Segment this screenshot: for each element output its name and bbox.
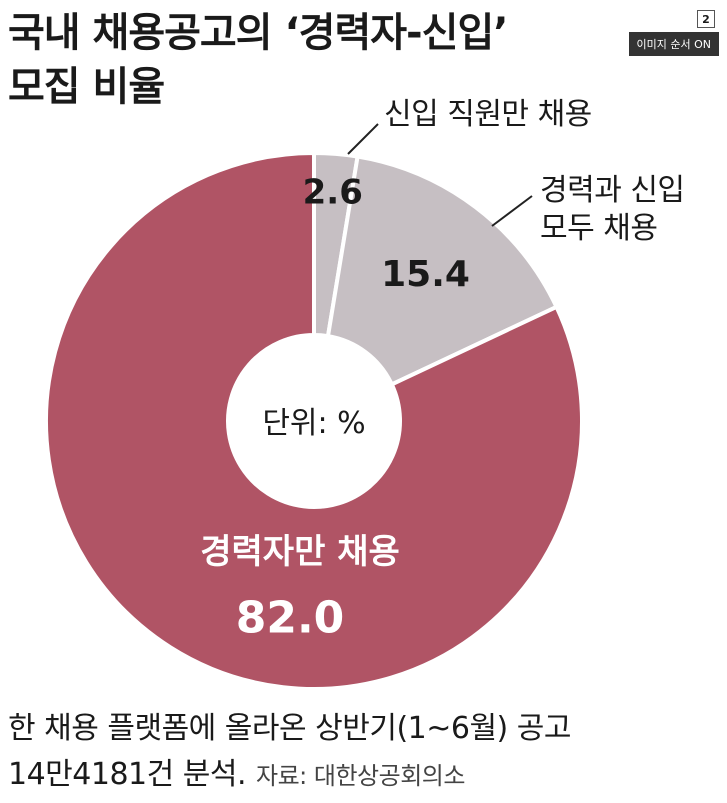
value-label-3: 82.0 (236, 592, 345, 643)
title-line-1: 국내 채용공고의 ‘경력자-신입’ (8, 10, 508, 56)
title-line-2: 모집 비율 (8, 64, 165, 110)
label-both-line-1: 경력과 신입 (540, 173, 685, 208)
footnote-line-1: 한 채용 플랫폼에 올라온 상반기(1~6월) 공고 (8, 711, 572, 746)
chart-footnote: 한 채용 플랫폼에 올라온 상반기(1~6월) 공고 14만4181건 분석. 자… (8, 706, 572, 799)
label-both: 경력과 신입 모두 채용 (540, 172, 685, 248)
center-unit-label: 단위: % (262, 406, 365, 441)
footnote-count: 14만4181건 분석. (8, 757, 247, 792)
leader-line-newbie-only (347, 123, 379, 155)
pie-slice-2 (325, 154, 560, 388)
value-label-2: 15.4 (381, 254, 470, 295)
leader-line-both (491, 195, 533, 227)
value-label-1: 2.6 (303, 173, 363, 213)
image-order-toggle[interactable]: 이미지 순서 ON (628, 32, 719, 56)
label-newbie-only: 신입 직원만 채용 (384, 97, 592, 132)
footnote-line-2: 14만4181건 분석. 자료: 대한상공회의소 (8, 752, 571, 799)
slice-label-experienced-only: 경력자만 채용 (200, 532, 400, 572)
chart-title: 국내 채용공고의 ‘경력자-신입’ 모집 비율 (8, 6, 508, 114)
page-number-badge: 2 (697, 10, 715, 28)
label-both-line-2: 모두 채용 (540, 211, 658, 246)
source-credit: 자료: 대한상공회의소 (256, 762, 465, 790)
pie-slice-3 (44, 150, 584, 691)
image-controls: 2 이미지 순서 ON (609, 10, 719, 56)
